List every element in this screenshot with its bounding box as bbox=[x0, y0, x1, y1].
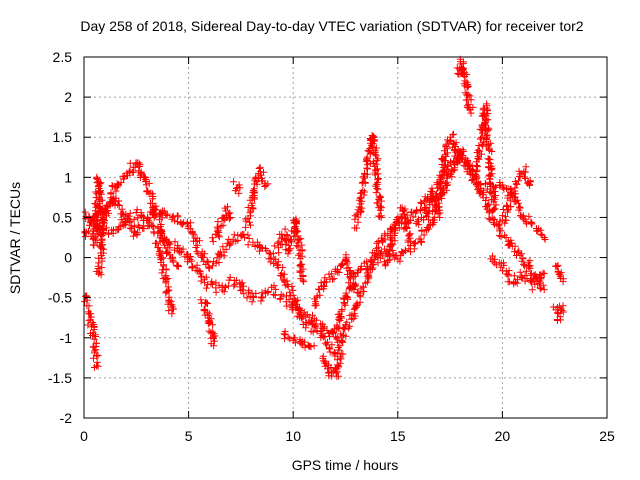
series-markers bbox=[208, 203, 234, 246]
series-10 bbox=[87, 173, 108, 279]
series-markers bbox=[81, 146, 548, 343]
series-19 bbox=[453, 55, 477, 117]
series-11 bbox=[271, 215, 308, 286]
series-markers bbox=[81, 146, 549, 360]
x-tick-label: 5 bbox=[185, 428, 193, 444]
series-21 bbox=[496, 163, 534, 227]
y-tick-label: -1.5 bbox=[48, 370, 72, 386]
plot-frame bbox=[83, 56, 608, 419]
y-tick-label: -2 bbox=[60, 410, 73, 426]
series-markers bbox=[87, 173, 108, 279]
series-7 bbox=[230, 178, 244, 197]
series-markers bbox=[230, 178, 244, 197]
series-1 bbox=[81, 146, 548, 343]
series-markers bbox=[412, 190, 444, 229]
series-17 bbox=[412, 190, 444, 229]
series-8 bbox=[242, 163, 272, 231]
x-tick-label: 20 bbox=[495, 428, 511, 444]
series-13 bbox=[311, 251, 360, 310]
x-tick-labels: 0 5 10 15 20 25 bbox=[80, 428, 615, 444]
series-4 bbox=[151, 238, 177, 318]
axis-ticks bbox=[83, 56, 608, 419]
x-tick-label: 10 bbox=[285, 428, 301, 444]
series-markers bbox=[242, 163, 272, 231]
series-markers bbox=[197, 296, 219, 350]
y-axis-label: SDTVAR / TECUs bbox=[7, 182, 23, 294]
data-points bbox=[81, 55, 567, 380]
series-2 bbox=[81, 146, 549, 360]
y-tick-label: 1 bbox=[64, 169, 72, 185]
series-5 bbox=[197, 296, 219, 350]
series-18 bbox=[435, 130, 462, 198]
series-24 bbox=[549, 302, 567, 324]
y-tick-label: 1.5 bbox=[53, 129, 73, 145]
y-tick-label: 2.5 bbox=[53, 49, 73, 65]
series-markers bbox=[311, 251, 360, 310]
series-markers bbox=[496, 163, 534, 227]
x-tick-label: 25 bbox=[599, 428, 615, 444]
series-23 bbox=[552, 261, 567, 286]
x-tick-label: 15 bbox=[390, 428, 406, 444]
series-15 bbox=[351, 132, 385, 232]
chart-title: Day 258 of 2018, Sidereal Day-to-day VTE… bbox=[80, 18, 583, 34]
series-markers bbox=[549, 302, 567, 324]
x-tick-label: 0 bbox=[80, 428, 88, 444]
series-markers bbox=[552, 261, 567, 286]
x-axis-label: GPS time / hours bbox=[292, 457, 399, 473]
series-16 bbox=[380, 204, 414, 270]
series-22 bbox=[487, 252, 548, 294]
series-20 bbox=[472, 100, 500, 214]
series-6 bbox=[208, 203, 234, 246]
y-tick-label: 0 bbox=[64, 250, 72, 266]
series-markers bbox=[271, 215, 308, 286]
series-12 bbox=[280, 328, 318, 351]
series-markers bbox=[453, 55, 477, 117]
y-tick-label: 0.5 bbox=[53, 209, 73, 225]
series-markers bbox=[151, 238, 177, 318]
y-tick-label: -1 bbox=[60, 330, 73, 346]
series-markers bbox=[487, 252, 548, 294]
y-tick-labels: 2.5 2 1.5 1 0.5 0 -0.5 -1 -1.5 -2 bbox=[48, 49, 72, 426]
y-tick-label: 2 bbox=[64, 89, 72, 105]
series-markers bbox=[351, 132, 385, 232]
series-markers bbox=[319, 350, 347, 380]
y-tick-label: -0.5 bbox=[48, 290, 72, 306]
series-markers bbox=[380, 204, 414, 270]
series-14 bbox=[319, 350, 347, 380]
series-markers bbox=[280, 328, 318, 351]
series-markers bbox=[435, 130, 462, 198]
series-markers bbox=[472, 100, 500, 214]
